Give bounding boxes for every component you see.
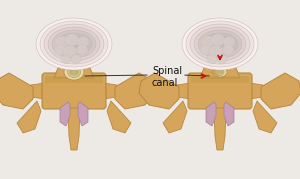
Polygon shape (216, 67, 224, 73)
Polygon shape (54, 64, 94, 78)
Polygon shape (60, 102, 70, 126)
Ellipse shape (55, 36, 69, 48)
Ellipse shape (207, 54, 217, 64)
Polygon shape (224, 102, 234, 126)
Polygon shape (68, 108, 80, 150)
Ellipse shape (71, 54, 81, 64)
Ellipse shape (60, 36, 88, 52)
FancyBboxPatch shape (45, 76, 103, 83)
Ellipse shape (220, 71, 223, 74)
Ellipse shape (40, 21, 108, 67)
Ellipse shape (48, 27, 100, 61)
Ellipse shape (36, 18, 112, 70)
Ellipse shape (61, 54, 71, 64)
Polygon shape (261, 73, 300, 109)
Ellipse shape (64, 64, 84, 80)
Ellipse shape (75, 69, 79, 74)
Ellipse shape (52, 30, 96, 58)
Ellipse shape (56, 33, 92, 55)
Ellipse shape (209, 45, 223, 57)
Polygon shape (177, 83, 191, 99)
Ellipse shape (201, 36, 215, 48)
Ellipse shape (198, 30, 242, 58)
Ellipse shape (222, 45, 234, 55)
Ellipse shape (54, 45, 66, 55)
Ellipse shape (218, 70, 222, 74)
Ellipse shape (206, 36, 234, 52)
Ellipse shape (194, 27, 246, 61)
Ellipse shape (190, 24, 250, 64)
Polygon shape (17, 101, 41, 133)
Ellipse shape (68, 67, 80, 78)
Ellipse shape (223, 37, 235, 47)
Polygon shape (200, 64, 240, 78)
Polygon shape (103, 83, 117, 99)
Polygon shape (249, 83, 263, 99)
Polygon shape (139, 73, 179, 109)
Polygon shape (206, 102, 216, 126)
Ellipse shape (76, 45, 88, 55)
Ellipse shape (216, 69, 224, 76)
Ellipse shape (213, 67, 227, 77)
Polygon shape (253, 101, 277, 133)
Ellipse shape (70, 69, 78, 75)
Ellipse shape (211, 34, 225, 46)
Ellipse shape (44, 24, 104, 64)
Polygon shape (107, 101, 131, 133)
Ellipse shape (63, 45, 77, 57)
FancyBboxPatch shape (188, 73, 252, 109)
Polygon shape (211, 68, 218, 76)
Polygon shape (163, 101, 187, 133)
FancyBboxPatch shape (191, 76, 249, 83)
Ellipse shape (65, 34, 79, 46)
Ellipse shape (186, 21, 254, 67)
Polygon shape (31, 83, 45, 99)
Polygon shape (0, 73, 33, 109)
Polygon shape (214, 108, 226, 150)
Ellipse shape (202, 33, 238, 55)
Ellipse shape (217, 54, 227, 64)
Ellipse shape (200, 45, 212, 55)
Polygon shape (115, 73, 155, 109)
Ellipse shape (77, 37, 89, 47)
FancyBboxPatch shape (42, 73, 106, 109)
Ellipse shape (69, 69, 73, 74)
Ellipse shape (182, 18, 258, 70)
Ellipse shape (217, 71, 219, 74)
Polygon shape (78, 102, 88, 126)
Text: Spinal
canal: Spinal canal (152, 66, 182, 88)
